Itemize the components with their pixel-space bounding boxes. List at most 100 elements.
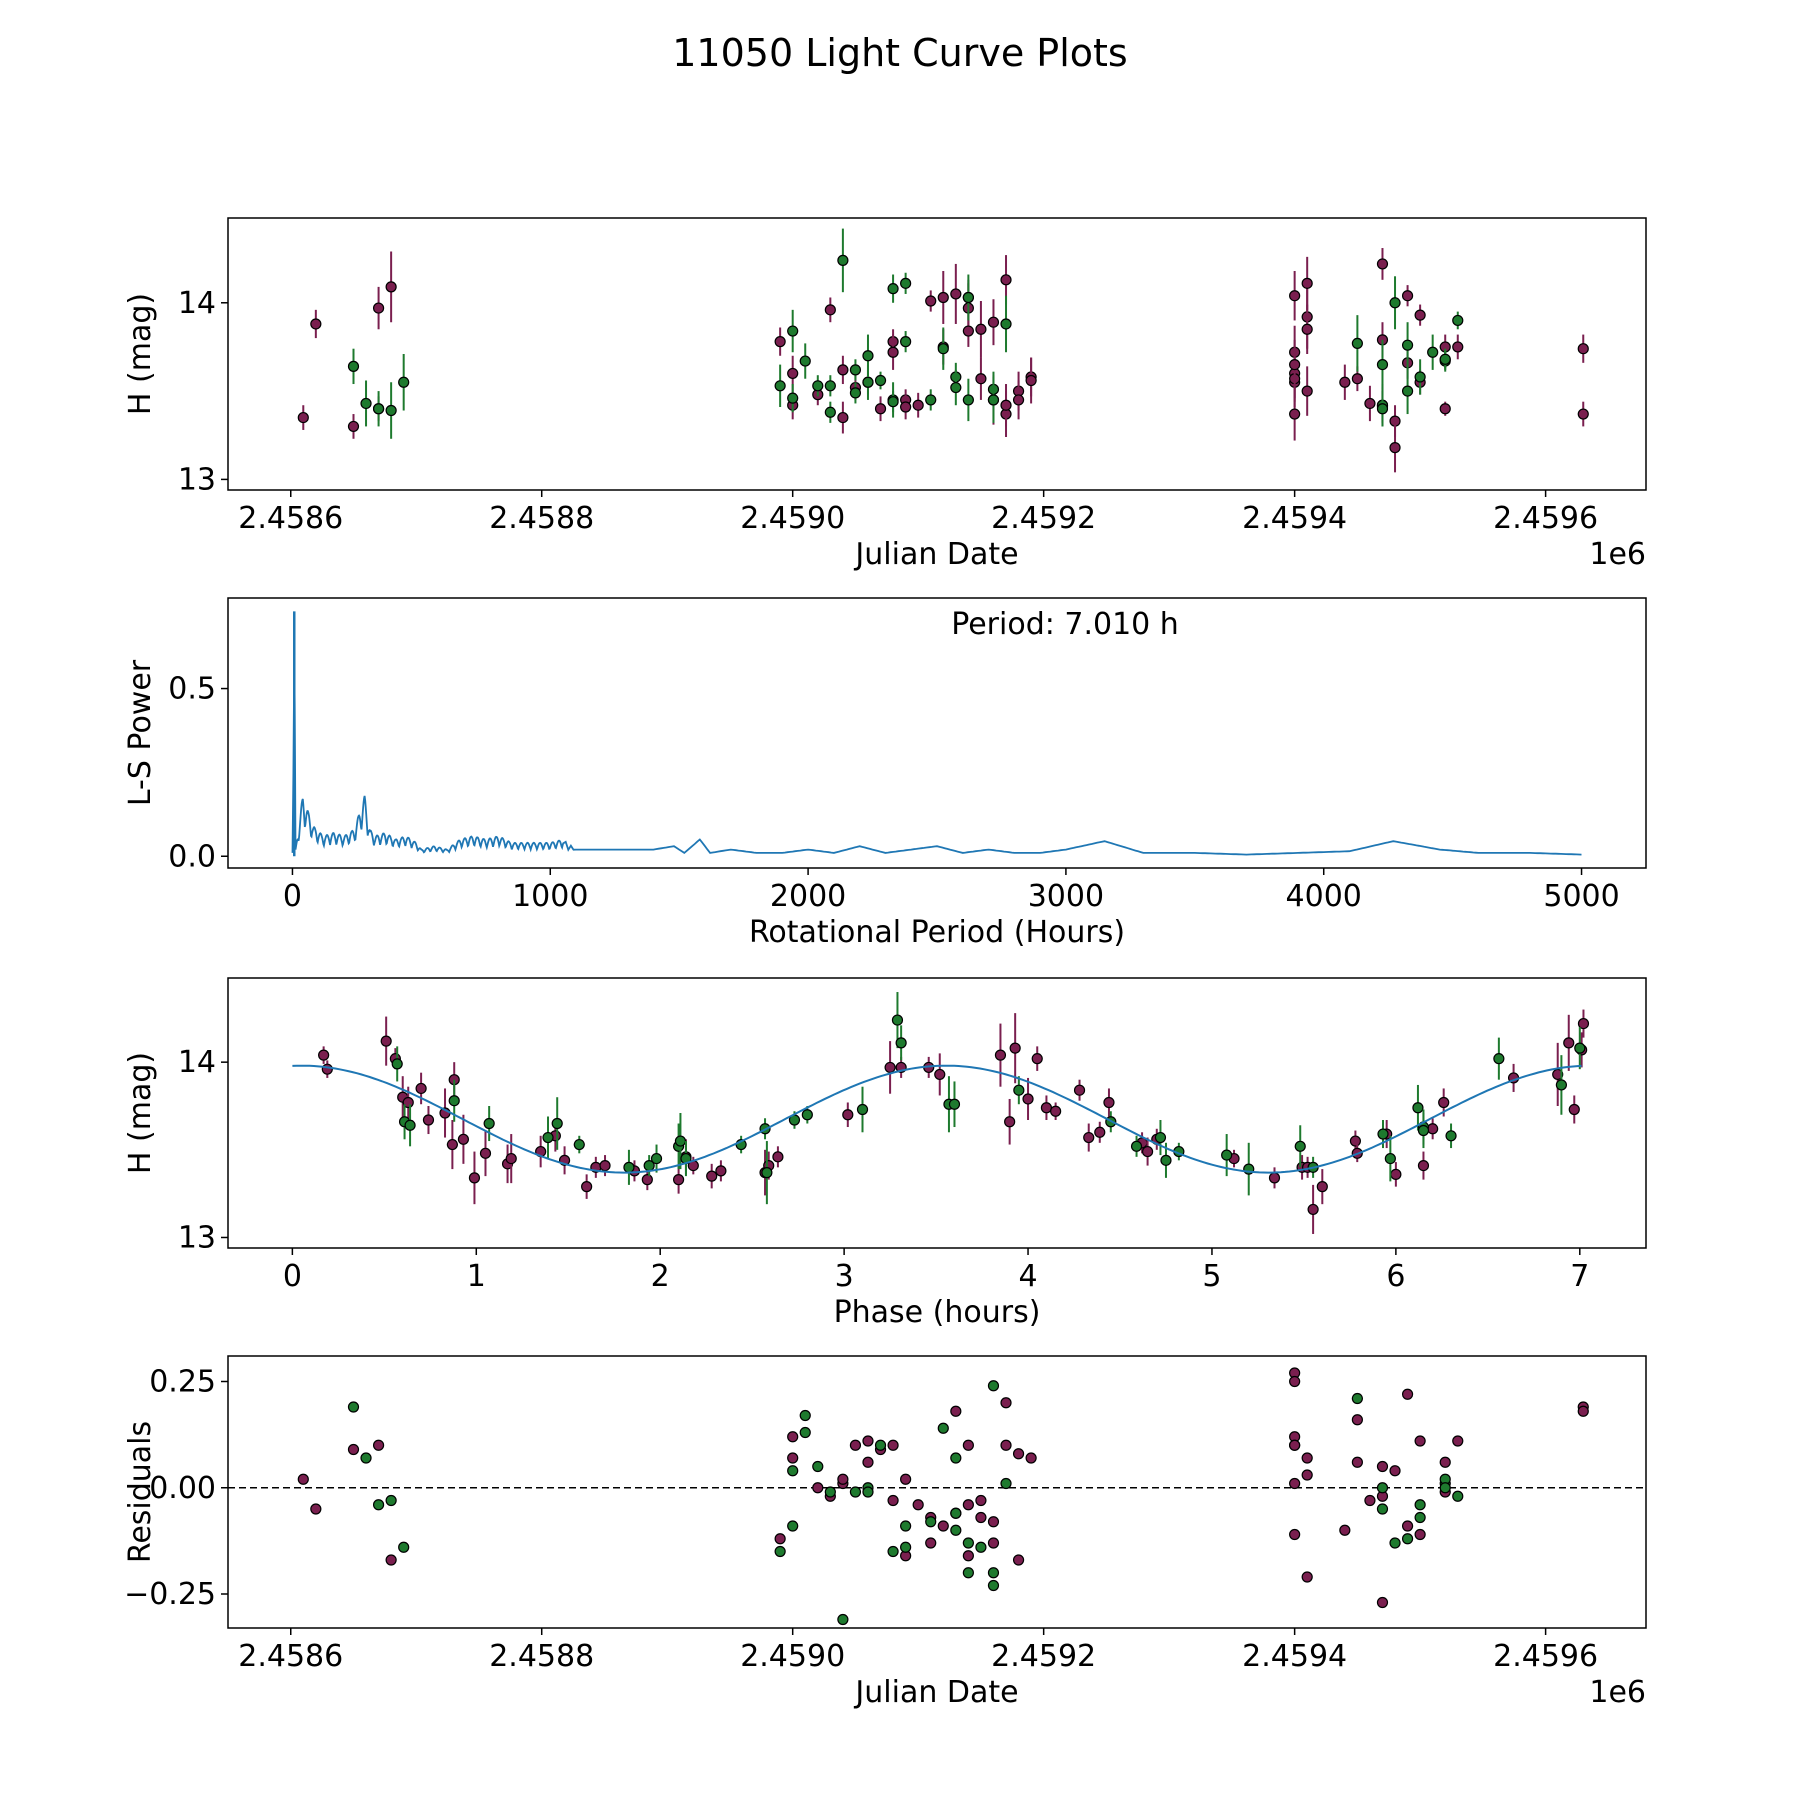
magenta-data-point	[505, 1152, 517, 1165]
magenta-data-point	[1012, 1448, 1025, 1460]
green-data-point	[837, 254, 849, 266]
green-data-point	[862, 1486, 874, 1498]
magenta-data-point	[1009, 1042, 1021, 1054]
magenta-data-point	[962, 325, 974, 337]
green-data-point	[812, 380, 824, 392]
x-tick-label: 1	[467, 1259, 486, 1294]
magenta-data-point	[1563, 1037, 1575, 1049]
axes-frame	[227, 977, 1647, 1249]
magenta-data-point	[987, 1516, 1000, 1528]
green-data-point	[895, 1037, 907, 1049]
magenta-data-point	[1401, 290, 1414, 302]
magenta-data-point	[310, 1503, 322, 1515]
green-data-point	[925, 394, 937, 406]
green-data-point	[987, 1380, 1000, 1392]
green-data-point	[1376, 1482, 1389, 1494]
green-data-point	[799, 1426, 811, 1439]
green-data-point	[1401, 339, 1414, 351]
green-data-point	[1414, 371, 1426, 383]
green-data-point	[1445, 1130, 1457, 1142]
green-data-point	[962, 1537, 974, 1549]
green-data-point	[1384, 1152, 1396, 1165]
x-offset-label: 1e6	[1589, 1675, 1646, 1710]
magenta-data-point	[321, 1063, 333, 1075]
magenta-data-point	[1577, 1017, 1590, 1030]
magenta-data-point	[581, 1181, 593, 1193]
x-tick-label: 0	[283, 879, 302, 914]
green-data-point	[404, 1119, 416, 1131]
magenta-data-point	[1301, 1469, 1313, 1481]
green-data-point	[398, 376, 410, 388]
green-data-point	[937, 1422, 949, 1434]
green-data-point	[774, 380, 786, 392]
magenta-data-point	[297, 1473, 309, 1485]
green-data-point	[849, 1486, 862, 1498]
magenta-data-point	[380, 1035, 392, 1047]
green-data-point	[347, 360, 360, 372]
green-data-point	[761, 1167, 773, 1179]
magenta-data-point	[887, 1439, 899, 1451]
y-tick-label: −0.25	[124, 1577, 216, 1612]
x-tick-label: 2.4596	[1493, 1639, 1598, 1674]
magenta-data-point	[1339, 376, 1351, 388]
green-data-point	[787, 1465, 799, 1477]
green-data-point	[1412, 1102, 1424, 1114]
magenta-data-point	[1073, 1084, 1086, 1096]
green-data-point	[1389, 1537, 1401, 1549]
magenta-data-point	[1414, 1435, 1426, 1447]
x-axis-label: Julian Date	[853, 537, 1018, 572]
magenta-data-point	[787, 1431, 799, 1443]
x-tick-label: 3000	[1028, 879, 1104, 914]
magenta-data-point	[1414, 309, 1426, 321]
magenta-data-point	[975, 1494, 987, 1507]
green-data-point	[837, 1613, 849, 1626]
green-data-point	[1439, 353, 1451, 365]
green-data-point	[1221, 1149, 1233, 1161]
magenta-data-point	[1376, 258, 1389, 270]
magenta-data-point	[415, 1082, 427, 1095]
magenta-data-point	[372, 302, 385, 314]
magenta-data-point	[310, 318, 322, 330]
y-tick-label: 0.25	[149, 1365, 216, 1400]
green-data-point	[391, 1058, 403, 1070]
green-data-point	[398, 1541, 410, 1553]
x-tick-label: 2.4592	[991, 1639, 1096, 1674]
y-tick-label: 13	[178, 462, 216, 497]
green-data-point	[1401, 385, 1414, 397]
residuals-panel: 2.4586 2.4588 2.4590 2.4592 2.4594 2.4596 −0.2…	[123, 1355, 1647, 1710]
magenta-data-point	[887, 346, 899, 358]
magenta-data-point	[468, 1172, 481, 1184]
x-tick-label: 2.4594	[1242, 1639, 1347, 1674]
green-data-point	[824, 1486, 836, 1498]
magenta-data-point	[1301, 323, 1313, 335]
magenta-data-point	[1452, 341, 1464, 353]
green-data-point	[987, 394, 1000, 406]
magenta-data-point	[787, 1452, 799, 1464]
magenta-data-point	[900, 1473, 912, 1485]
x-tick-label: 2.4592	[991, 501, 1096, 536]
green-data-point	[925, 1516, 937, 1528]
green-data-point	[937, 343, 949, 355]
green-data-point	[1294, 1140, 1306, 1152]
magenta-data-point	[774, 336, 786, 348]
magenta-data-point	[1050, 1105, 1062, 1117]
magenta-data-point	[975, 323, 987, 335]
green-data-point	[1493, 1053, 1505, 1065]
magenta-data-point	[1301, 385, 1313, 397]
magenta-data-point	[1577, 408, 1589, 420]
green-data-point	[1452, 1490, 1464, 1502]
green-data-point	[448, 1095, 460, 1107]
magenta-data-point	[1552, 1068, 1564, 1081]
green-data-point	[347, 1401, 360, 1413]
magenta-data-point	[1301, 277, 1313, 289]
magenta-data-point	[1439, 403, 1451, 415]
magenta-data-point	[1000, 1439, 1012, 1451]
magenta-data-point	[1289, 290, 1301, 302]
magenta-data-point	[715, 1165, 727, 1177]
magenta-data-point	[1012, 394, 1025, 406]
green-data-point	[900, 277, 912, 289]
magenta-data-point	[774, 1533, 786, 1545]
x-tick-label: 2	[651, 1259, 670, 1294]
magenta-data-point	[1022, 1093, 1034, 1105]
magenta-data-point	[772, 1151, 784, 1163]
